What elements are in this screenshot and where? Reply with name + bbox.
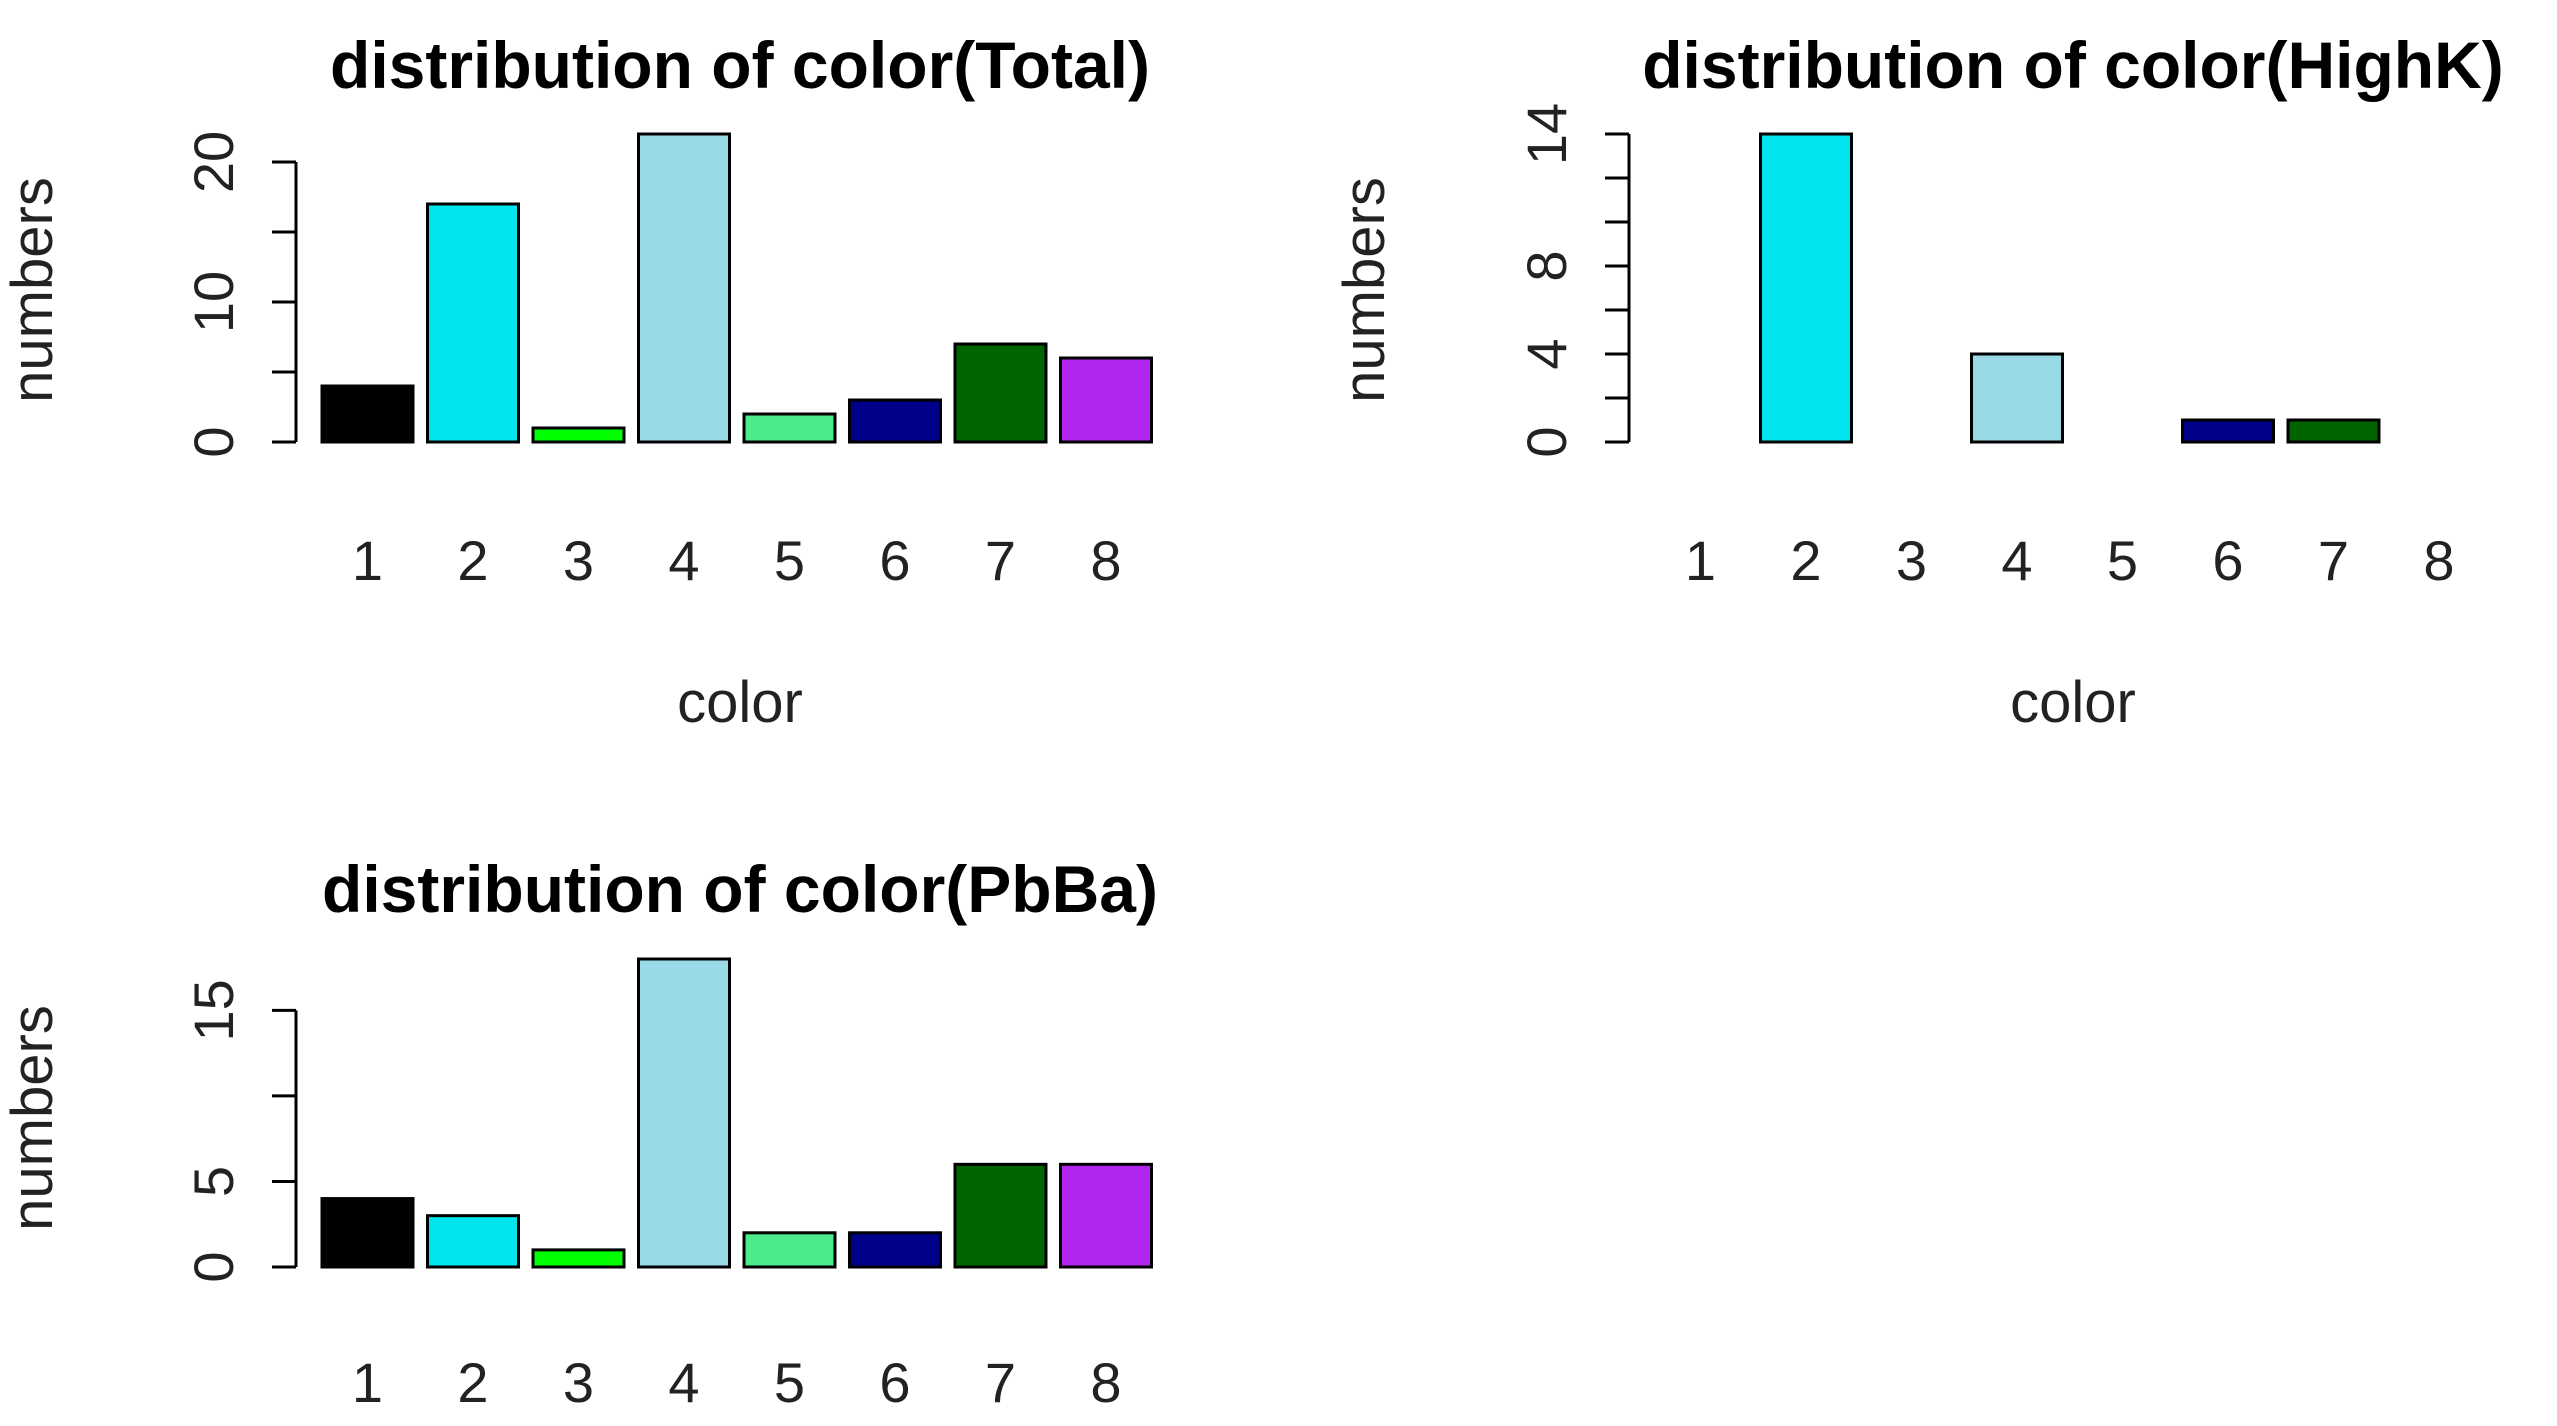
bar-total-3: [531, 426, 626, 444]
bar-highk-4: [1970, 352, 2064, 444]
chart-panel-highk: distribution of color(HighK)numbers04814…: [1332, 28, 2504, 735]
x-tick-label-pbba-8: 8: [1090, 1351, 1121, 1414]
x-axis-label-total: color: [677, 670, 803, 735]
y-tick-label-highk-2: 8: [1515, 250, 1578, 281]
x-tick-label-highk-1: 1: [1685, 529, 1716, 592]
x-tick-label-highk-4: 4: [2001, 529, 2032, 592]
bar-pbba-4: [637, 957, 731, 1269]
x-tick-label-pbba-3: 3: [563, 1351, 594, 1414]
y-tick-label-total-2: 20: [182, 131, 245, 193]
bar-pbba-8: [1059, 1162, 1153, 1269]
bar-total-4: [637, 132, 731, 444]
bar-highk-6: [2181, 418, 2275, 444]
x-tick-label-total-2: 2: [457, 529, 488, 592]
x-tick-label-highk-2: 2: [1790, 529, 1821, 592]
bar-pbba-2: [426, 1214, 520, 1269]
y-tick-label-pbba-1: 5: [182, 1166, 245, 1197]
chart-title-total: distribution of color(Total): [330, 28, 1150, 102]
y-tick-label-pbba-2: 15: [182, 979, 245, 1041]
x-tick-label-pbba-6: 6: [879, 1351, 910, 1414]
x-tick-label-highk-5: 5: [2107, 529, 2138, 592]
bar-total-7: [953, 342, 1048, 444]
bar-pbba-1: [320, 1197, 415, 1269]
x-tick-label-total-5: 5: [774, 529, 805, 592]
x-tick-label-highk-6: 6: [2212, 529, 2243, 592]
x-tick-label-total-6: 6: [879, 529, 910, 592]
bar-total-2: [426, 202, 520, 444]
x-tick-label-total-8: 8: [1090, 529, 1121, 592]
bar-highk-7: [2286, 418, 2381, 444]
x-tick-label-total-1: 1: [352, 529, 383, 592]
bar-total-1: [320, 384, 415, 444]
chart-panel-pbba: distribution of color(PbBa) numbers 0 5 15 1 2…: [0, 852, 1158, 1414]
x-tick-label-total-7: 7: [985, 529, 1016, 592]
bar-total-8: [1059, 356, 1153, 444]
y-tick-label-total-0: 0: [182, 426, 245, 457]
y-axis-label-pbba: numbers: [0, 1005, 65, 1231]
bar-total-5: [742, 412, 837, 444]
y-axis-label-highk: numbers: [1332, 177, 1397, 403]
bar-total-6: [848, 398, 942, 444]
bar-pbba-3: [531, 1248, 626, 1269]
x-tick-label-pbba-4: 4: [668, 1351, 699, 1414]
y-tick-label-total-1: 10: [182, 271, 245, 333]
bar-pbba-7: [953, 1162, 1048, 1269]
y-tick-label-highk-0: 0: [1515, 426, 1578, 457]
x-tick-label-pbba-2: 2: [457, 1351, 488, 1414]
chart-title-highk: distribution of color(HighK): [1642, 28, 2504, 102]
y-axis-label-total: numbers: [0, 177, 65, 403]
x-tick-label-highk-8: 8: [2423, 529, 2454, 592]
bar-highk-2: [1759, 132, 1853, 444]
chart-panel-total: distribution of color(Total) numbers 0 10 20…: [0, 28, 1153, 735]
y-tick-label-highk-3: 14: [1515, 103, 1578, 165]
bar-pbba-5: [742, 1231, 837, 1269]
x-axis-label-highk: color: [2010, 670, 2136, 735]
x-tick-label-highk-3: 3: [1896, 529, 1927, 592]
chart-title-pbba: distribution of color(PbBa): [322, 852, 1158, 926]
bar-pbba-6: [848, 1231, 942, 1269]
x-tick-label-pbba-1: 1: [352, 1351, 383, 1414]
x-tick-label-total-4: 4: [668, 529, 699, 592]
y-tick-label-pbba-0: 0: [182, 1251, 245, 1282]
x-tick-label-highk-7: 7: [2318, 529, 2349, 592]
y-tick-label-highk-1: 4: [1515, 338, 1578, 369]
x-tick-label-pbba-7: 7: [985, 1351, 1016, 1414]
x-tick-label-pbba-5: 5: [774, 1351, 805, 1414]
x-tick-label-total-3: 3: [563, 529, 594, 592]
